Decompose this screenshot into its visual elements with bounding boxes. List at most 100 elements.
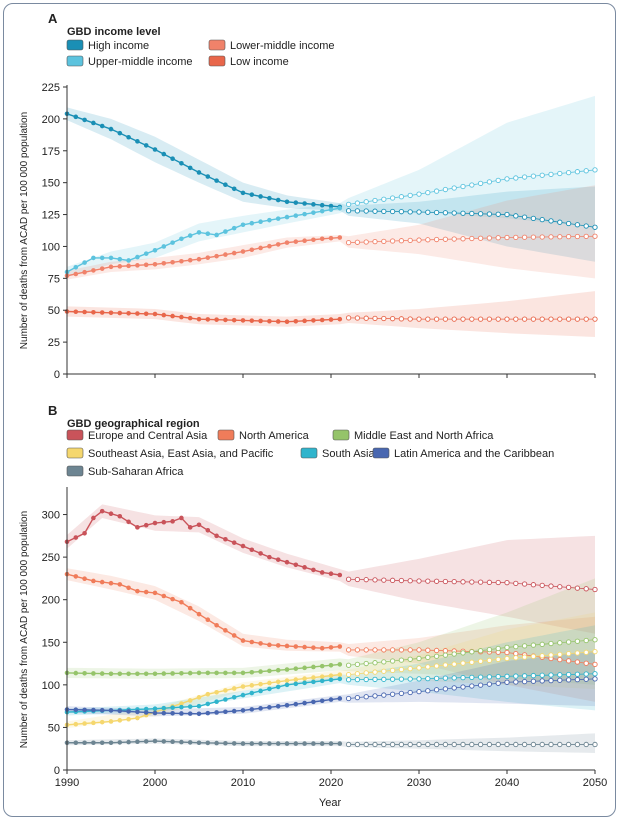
panel-b-forecast-point-southeast-asia-east-asia-and-pacific [407,666,413,672]
panel-b-x-tick-label: 2010 [231,777,255,789]
panel-b-point-latin-america-and-the-caribbean [143,710,149,715]
panel-b-forecast-point-middle-east-and-north-africa [557,640,563,646]
panel-a-point-upper-middle-income [267,217,272,223]
panel-b-point-sub-saharan-africa [170,739,175,745]
panel-b-forecast-point-europe-and-central-asia [425,578,431,584]
panel-b-legend-label-latin-america-and-the-caribbean: Latin America and the Caribbean [394,448,554,460]
panel-b-point-latin-america-and-the-caribbean [302,700,307,706]
panel-a-forecast-point-upper-middle-income [557,170,563,177]
panel-a-point-low-income [179,314,184,320]
panel-b-point-south-asia [161,705,167,711]
panel-b-forecast-point-southeast-asia-east-asia-and-pacific [460,660,466,666]
panel-a-legend-swatch-lower-middle-income [208,39,226,51]
panel-b-point-europe-and-central-asia [135,525,140,530]
panel-b-point-southeast-asia-east-asia-and-pacific [319,674,325,679]
panel-a-point-high-income [117,130,123,136]
panel-b-legend-label-middle-east-and-north-africa: Middle East and North Africa [354,430,494,442]
panel-a-point-lower-middle-income [196,256,202,262]
panel-b-point-europe-and-central-asia [319,570,325,575]
panel-a-forecast-point-lower-middle-income [433,236,440,243]
panel-a-forecast-point-high-income [548,218,554,224]
panel-b-forecast-point-south-asia [539,672,545,678]
panel-a-forecast-point-lower-middle-income [363,239,369,245]
panel-b-forecast-point-north-america [574,659,581,665]
panel-a-forecast-point-upper-middle-income [521,174,528,180]
panel-b-point-middle-east-and-north-africa [267,668,272,674]
panel-b-forecast-point-sub-saharan-africa [521,741,528,748]
panel-b-forecast-point-north-america [354,647,361,653]
panel-a-forecast-point-low-income [469,316,475,322]
panel-b-forecast-point-sub-saharan-africa [557,741,563,748]
panel-b-forecast-point-latin-america-and-the-caribbean [521,678,528,685]
panel-a-point-high-income [161,151,167,157]
panel-b-point-sub-saharan-africa [205,740,211,746]
panel-a-forecast-point-low-income [451,316,457,322]
panel-b-forecast-point-latin-america-and-the-caribbean [433,687,440,693]
panel-a-forecast-point-lower-middle-income [521,234,528,240]
panel-b-band-south-asia [67,625,595,716]
panel-b-point-sub-saharan-africa [328,741,334,746]
panel-b-point-europe-and-central-asia [328,571,334,577]
panel-a-point-upper-middle-income [258,219,263,224]
panel-b-legend-swatch-south-asia [300,447,318,459]
panel-a-forecast-point-upper-middle-income [381,196,387,202]
panel-b-point-sub-saharan-africa [258,741,263,746]
panel-b-point-north-america [284,643,290,649]
panel-b-point-north-america [275,643,281,648]
panel-b-point-south-asia [152,706,158,711]
panel-a-point-upper-middle-income [205,231,211,236]
panel-a-forecast-point-low-income [425,316,431,322]
panel-a-forecast-point-lower-middle-income [583,233,589,240]
panel-a-forecast-point-upper-middle-income [460,183,466,190]
panel-a-forecast-point-high-income [513,213,519,219]
panel-b-forecast-point-southeast-asia-east-asia-and-pacific [486,657,493,663]
panel-b-forecast-point-southeast-asia-east-asia-and-pacific [433,663,440,669]
panel-b-point-middle-east-and-north-africa [240,670,246,676]
panel-a-point-low-income [91,309,96,315]
panel-b-point-europe-and-central-asia [196,522,202,528]
panel-b-point-south-asia [302,680,307,686]
panel-b-forecast-point-south-asia [460,674,466,681]
panel-b-point-south-asia [267,686,272,692]
panel-b-point-europe-and-central-asia [170,519,175,524]
panel-b-forecast-point-south-asia [433,675,440,682]
panel-b-forecast-point-europe-and-central-asia [345,576,352,582]
panel-b-point-europe-and-central-asia [108,511,114,516]
panel-b-forecast-point-south-asia [495,673,501,680]
panel-b-forecast-point-europe-and-central-asia [521,581,528,587]
panel-a-forecast-point-low-income [504,316,510,322]
panel-a-forecast-point-high-income [539,217,545,223]
panel-b-forecast-point-latin-america-and-the-caribbean [565,677,572,683]
panel-a-point-low-income [126,310,131,316]
panel-b-forecast-point-europe-and-central-asia [433,578,440,584]
panel-a-point-high-income [187,165,193,171]
panel-a-forecast-point-lower-middle-income [345,239,352,246]
panel-a-point-high-income [214,178,219,183]
panel-b-forecast-point-europe-and-central-asia [398,577,405,584]
panel-a-point-lower-middle-income [231,250,237,256]
panel-b-forecast-point-southeast-asia-east-asia-and-pacific [469,659,475,665]
panel-b-point-southeast-asia-east-asia-and-pacific [337,672,343,677]
panel-b-point-europe-and-central-asia [143,522,149,528]
panel-a-forecast-point-lower-middle-income [592,233,598,239]
panel-b-forecast-point-south-asia [416,676,422,682]
panel-b-point-southeast-asia-east-asia-and-pacific [205,691,211,697]
panel-a-point-lower-middle-income [152,262,158,267]
panel-a-point-high-income [231,186,237,192]
panel-b-point-south-asia [319,678,325,684]
panel-b-point-south-asia [196,703,202,709]
panel-b-forecast-point-europe-and-central-asia [530,582,537,588]
panel-a-forecast-point-upper-middle-income [398,194,405,200]
panel-a-point-high-income [328,203,334,209]
panel-b-point-sub-saharan-africa [284,741,290,746]
panel-a-point-high-income [73,114,79,120]
panel-a-point-lower-middle-income [73,271,79,277]
panel-a-point-upper-middle-income [143,251,149,256]
panel-b-point-europe-and-central-asia [258,551,263,556]
panel-b-forecast-point-south-asia [451,675,457,681]
panel-a-band-high-income [67,107,595,262]
panel-a-point-low-income [82,309,87,315]
panel-a-forecast-point-low-income [389,316,396,322]
panel-b-forecast-point-south-asia [354,676,361,683]
x-axis-title: Year [319,797,342,809]
